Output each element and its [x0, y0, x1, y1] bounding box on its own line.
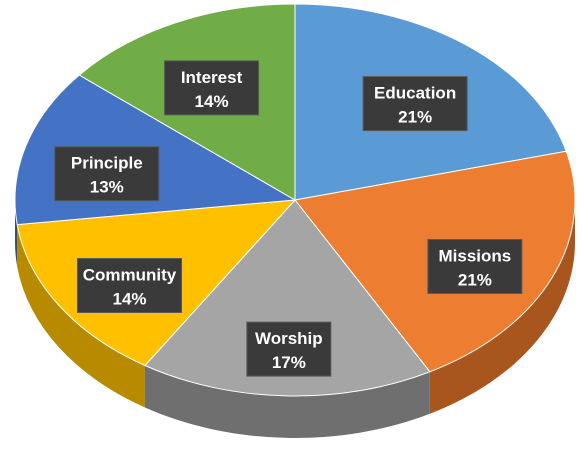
category-label: Missions: [439, 246, 512, 265]
label-box: [54, 146, 160, 202]
category-label: Education: [374, 84, 456, 103]
label-box: [246, 321, 332, 377]
value-label: 17%: [272, 353, 306, 372]
data-labels: Education 21% Missions 21% Worship 17% Communi…: [54, 60, 523, 377]
category-label: Principle: [71, 154, 143, 173]
value-label: 21%: [398, 108, 432, 127]
side-missions: [429, 200, 575, 414]
label-box: [164, 60, 260, 116]
value-label: 14%: [112, 290, 146, 309]
label-box: [362, 76, 468, 132]
label-community: Community 14%: [77, 258, 183, 314]
category-label: Worship: [255, 329, 323, 348]
label-worship: Worship 17%: [246, 321, 332, 377]
label-missions: Missions 21%: [427, 238, 523, 294]
label-principle: Principle 13%: [54, 146, 160, 202]
slice-worship: [144, 199, 431, 397]
label-box: [427, 238, 523, 294]
label-interest: Interest 14%: [164, 60, 260, 116]
category-label: Community: [83, 266, 177, 285]
side-community: [17, 224, 145, 408]
label-education: Education 21%: [362, 76, 468, 132]
value-label: 13%: [90, 178, 124, 197]
value-label: 21%: [458, 270, 492, 289]
side-worship: [144, 365, 430, 438]
category-label: Interest: [181, 68, 243, 87]
value-label: 14%: [195, 92, 229, 111]
label-box: [77, 258, 183, 314]
